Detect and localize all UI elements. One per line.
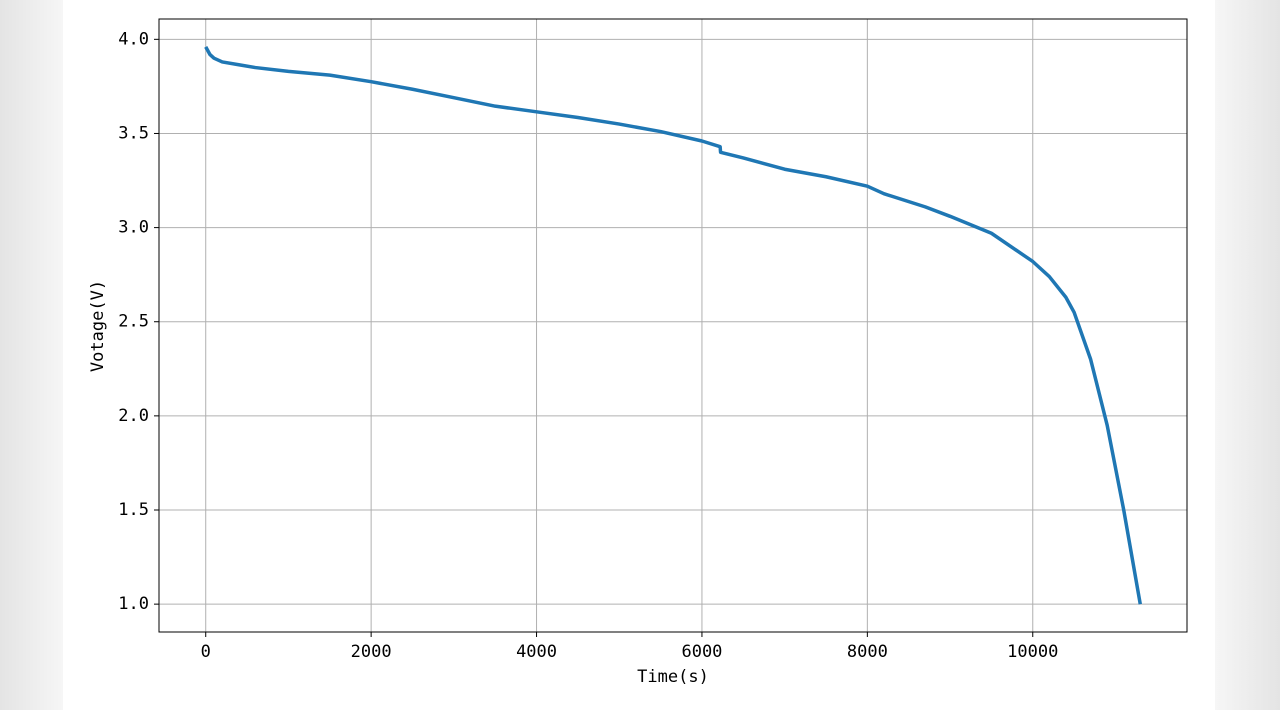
y-tick-label: 3.0 — [118, 218, 149, 238]
y-tick-label: 3.5 — [118, 123, 149, 143]
y-axis-label: Votage(V) — [88, 280, 108, 372]
x-tick-label: 8000 — [847, 642, 888, 662]
x-tick-label: 4000 — [516, 642, 557, 662]
x-tick-label: 2000 — [351, 642, 392, 662]
side-panel — [1215, 0, 1280, 710]
y-tick-label: 4.0 — [118, 29, 149, 49]
data-line — [204, 46, 1142, 605]
plot-frame — [158, 18, 1188, 633]
x-axis-label: Time(s) — [637, 667, 709, 687]
y-tick-label: 2.5 — [118, 312, 149, 332]
x-tick-label: 10000 — [1007, 642, 1058, 662]
y-tick-label: 1.5 — [118, 500, 149, 520]
y-tick-label: 1.0 — [118, 594, 149, 614]
side-panel — [0, 0, 63, 710]
x-tick-label: 0 — [201, 642, 211, 662]
x-tick-label: 6000 — [681, 642, 722, 662]
y-tick-label: 2.0 — [118, 406, 149, 426]
